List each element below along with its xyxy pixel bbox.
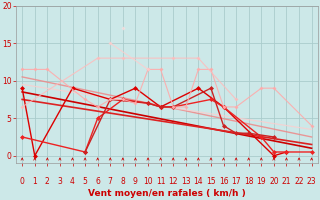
X-axis label: Vent moyen/en rafales ( km/h ): Vent moyen/en rafales ( km/h ) — [88, 189, 246, 198]
